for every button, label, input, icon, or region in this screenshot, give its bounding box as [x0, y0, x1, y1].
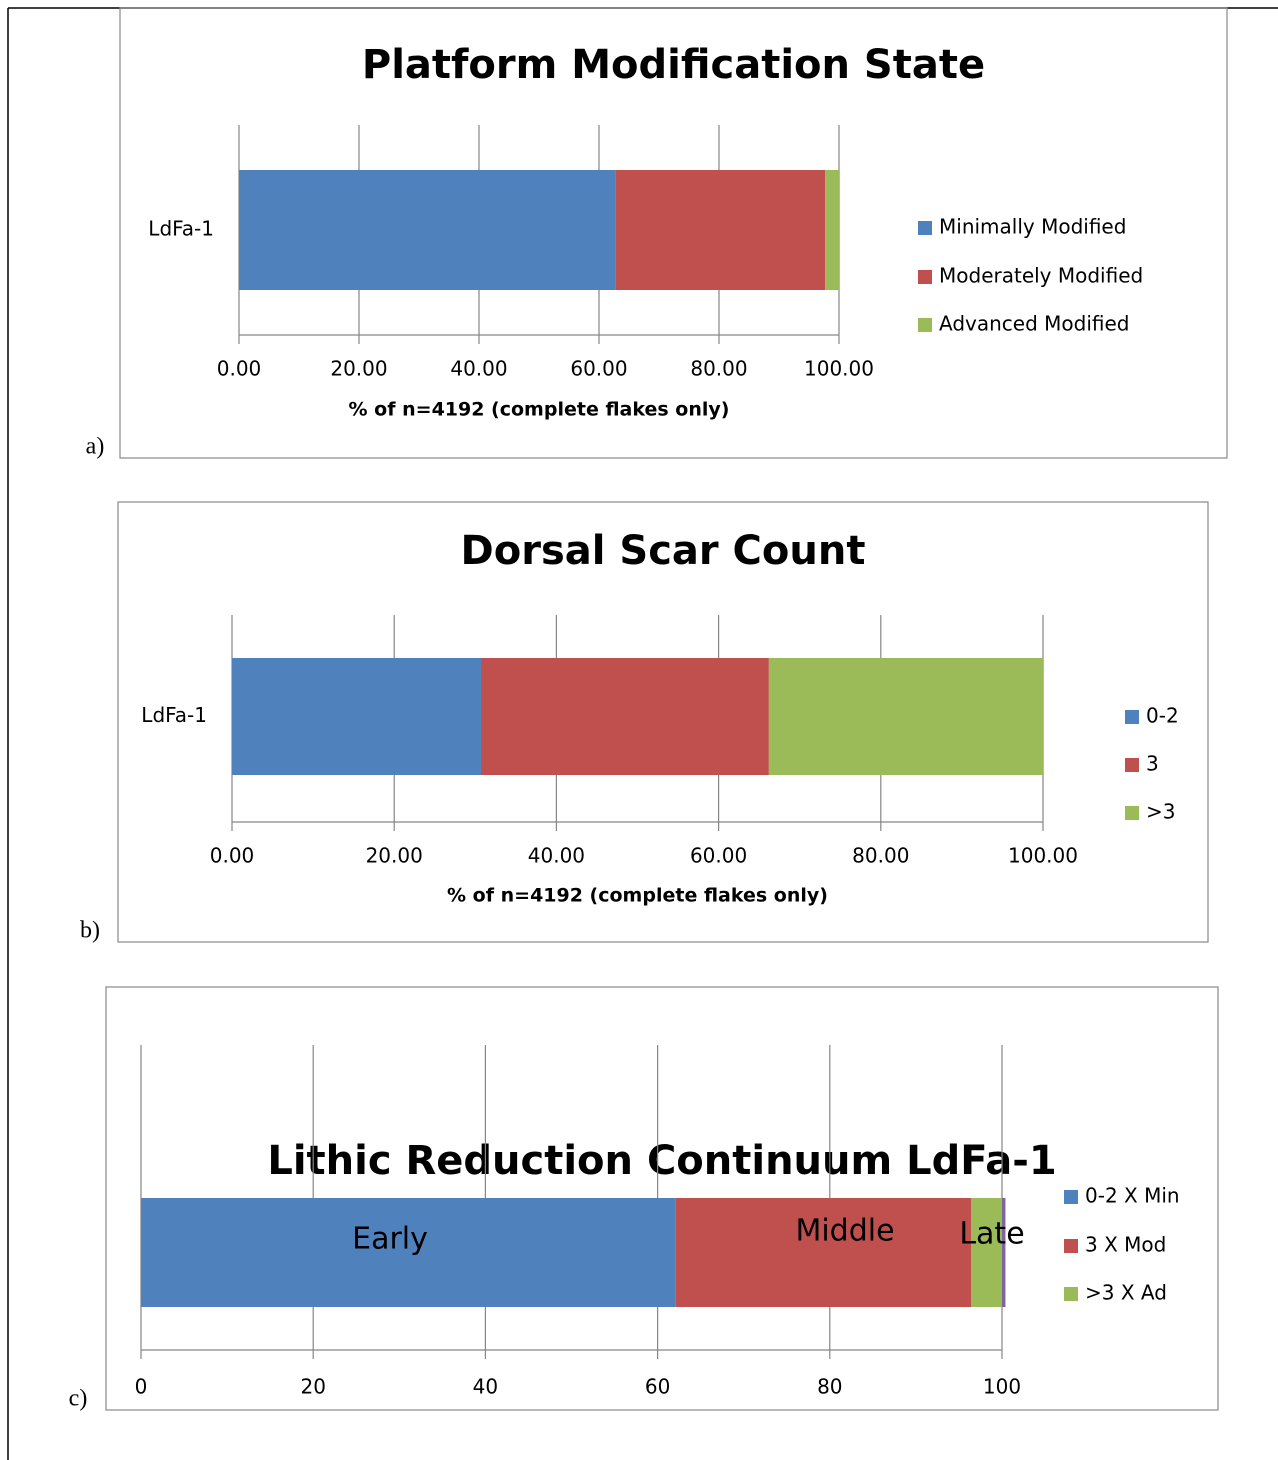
panel-label: c)	[69, 1386, 88, 1412]
legend-swatch	[1125, 806, 1139, 820]
x-tick-label: 20.00	[330, 357, 387, 381]
x-tick-label: 40.00	[450, 357, 507, 381]
annotation: Early	[352, 1222, 428, 1257]
x-axis-label: % of n=4192 (complete flakes only)	[447, 885, 828, 907]
legend-label: Advanced Modified	[939, 312, 1130, 336]
legend-swatch	[1064, 1287, 1078, 1301]
category-label: LdFa-1	[148, 217, 214, 241]
annotation: Late	[959, 1217, 1024, 1252]
category-label: LdFa-1	[141, 703, 207, 727]
legend-swatch	[1125, 758, 1139, 772]
chart-frame	[117, 501, 1209, 943]
legend-label: >3 X Ad	[1085, 1281, 1167, 1305]
bar-segment	[1002, 1198, 1006, 1307]
x-axis-label: % of n=4192 (complete flakes only)	[349, 399, 730, 421]
bar-segment	[232, 658, 481, 775]
legend-label: >3	[1146, 800, 1175, 824]
x-tick-label: 40	[473, 1375, 498, 1399]
x-tick-label: 20.00	[366, 844, 423, 868]
legend-swatch	[1064, 1239, 1078, 1253]
x-tick-label: 60.00	[570, 357, 627, 381]
x-tick-label: 80.00	[690, 357, 747, 381]
chart-frame	[105, 986, 1219, 1411]
panel-label: b)	[80, 918, 100, 944]
legend-swatch	[918, 221, 932, 235]
x-tick-label: 0.00	[217, 357, 262, 381]
legend-swatch	[918, 270, 932, 284]
x-tick-label: 80.00	[852, 844, 909, 868]
legend-label: 0-2 X Min	[1085, 1184, 1180, 1208]
x-tick-label: 100.00	[1008, 844, 1078, 868]
chart-title: Lithic Reduction Continuum LdFa-1	[267, 1138, 1056, 1184]
x-tick-label: 0	[135, 1375, 148, 1399]
chart-title: Dorsal Scar Count	[461, 528, 866, 574]
bar-segment	[971, 1198, 1002, 1307]
bar-segment	[141, 1198, 676, 1307]
legend-label: 3	[1146, 752, 1159, 776]
bar-segment	[675, 1198, 972, 1307]
bar-segment	[480, 658, 769, 775]
bar-segment	[239, 170, 616, 290]
x-tick-label: 60.00	[690, 844, 747, 868]
legend-swatch	[1064, 1190, 1078, 1204]
bar-segment	[615, 170, 826, 290]
legend-label: 0-2	[1146, 704, 1179, 728]
x-tick-label: 60	[645, 1375, 670, 1399]
annotation: Middle	[795, 1214, 894, 1249]
legend-label: Moderately Modified	[939, 264, 1143, 288]
x-tick-label: 40.00	[528, 844, 585, 868]
x-tick-label: 80	[817, 1375, 842, 1399]
bar-segment	[825, 170, 839, 290]
x-tick-label: 100	[983, 1375, 1021, 1399]
chart-frame	[119, 7, 1228, 459]
legend-label: 3 X Mod	[1085, 1233, 1166, 1257]
chart-title: Platform Modification State	[362, 42, 985, 88]
legend-swatch	[1125, 710, 1139, 724]
bar-segment	[768, 658, 1043, 775]
x-tick-label: 100.00	[804, 357, 874, 381]
legend-label: Minimally Modified	[939, 215, 1126, 239]
panel-label: a)	[86, 434, 105, 460]
x-tick-label: 20	[300, 1375, 325, 1399]
legend-swatch	[918, 318, 932, 332]
x-tick-label: 0.00	[210, 844, 255, 868]
